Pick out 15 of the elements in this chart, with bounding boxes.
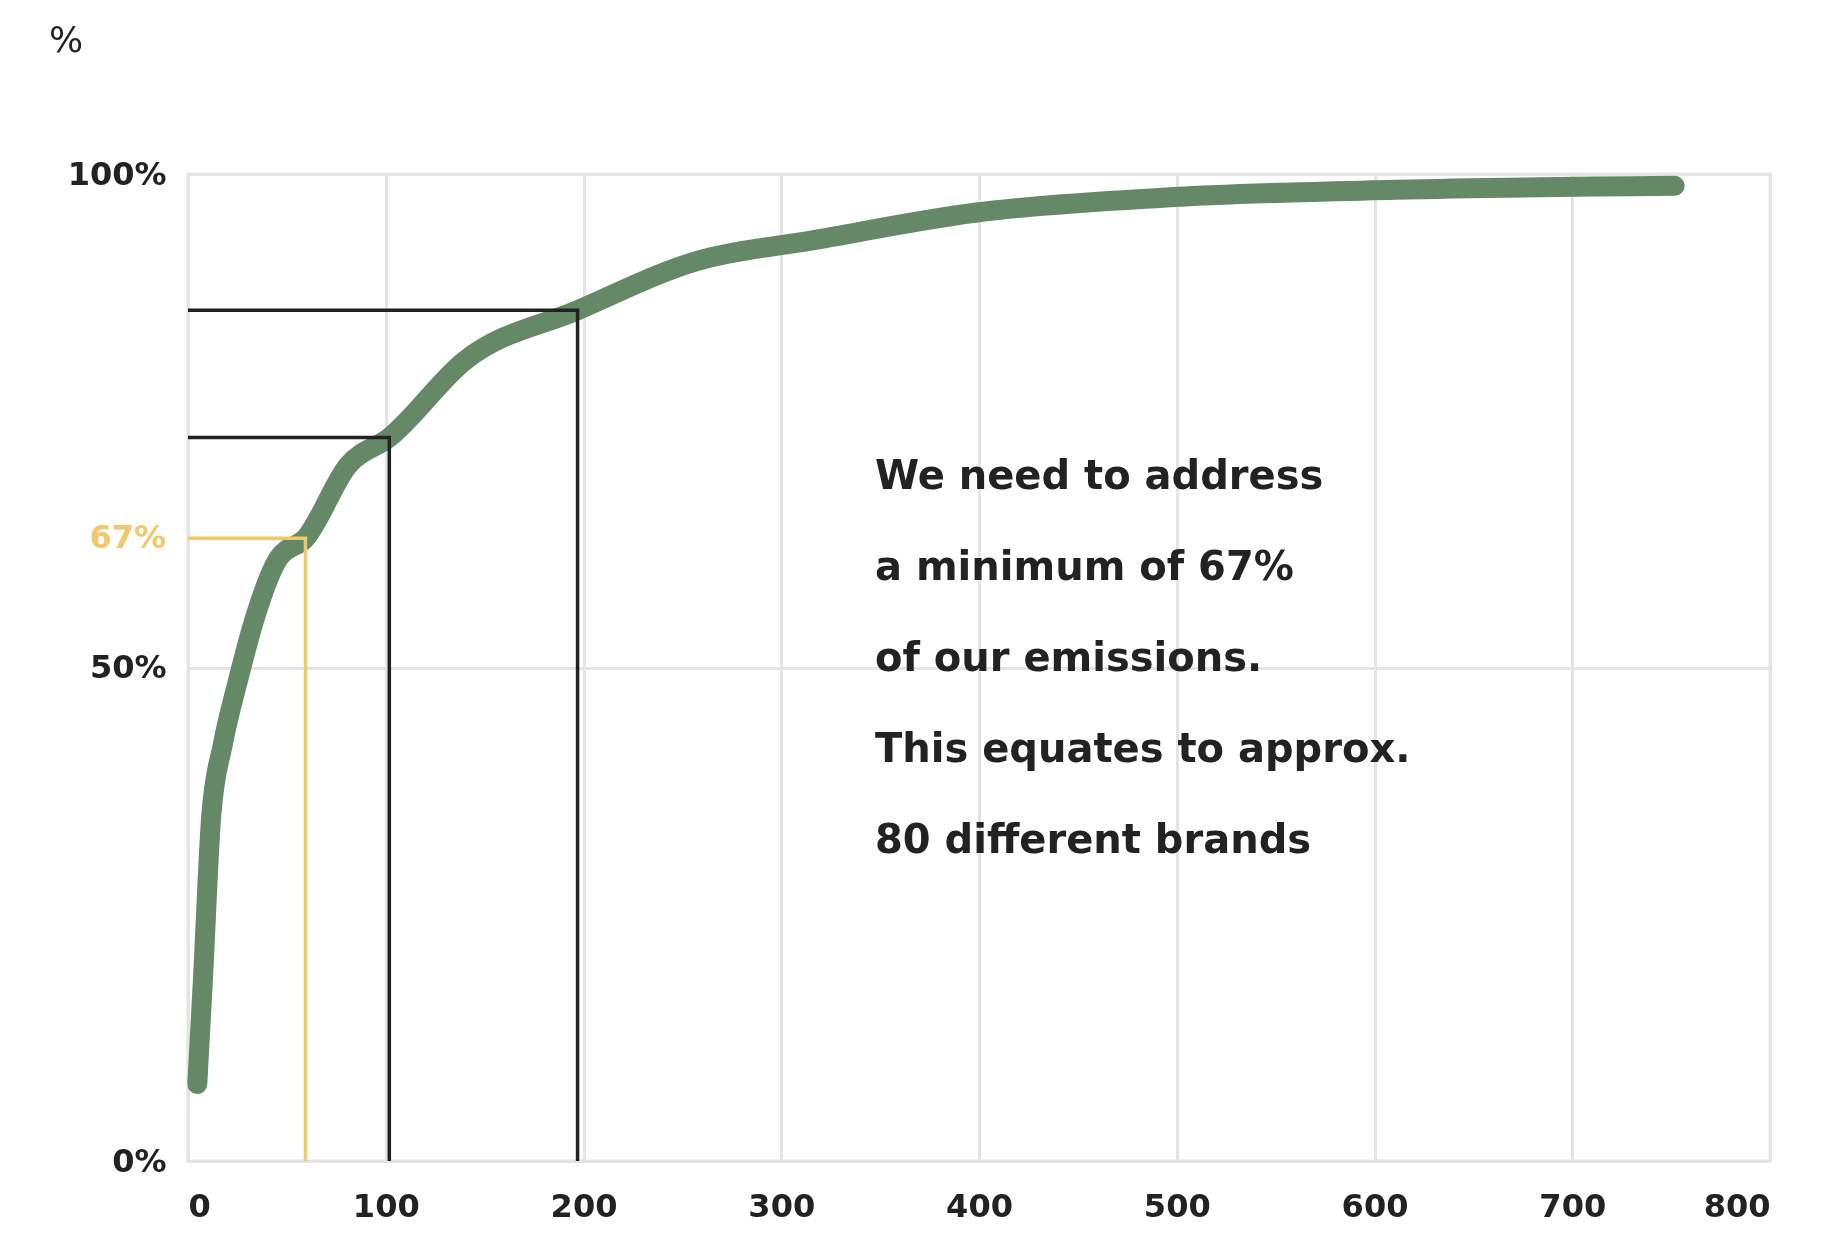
annotation: 67% xyxy=(89,518,166,557)
x-tick-label: 0 xyxy=(188,1186,211,1225)
annotation: We need to address a minimum of 67% of our emissions. This equates to approx. 80 different brands xyxy=(875,452,1411,862)
x-tick-label: 200 xyxy=(550,1186,618,1225)
x-tick-label: 700 xyxy=(1539,1186,1607,1225)
y-tick-label: 0% xyxy=(112,1141,167,1180)
y-axis-title: % xyxy=(49,19,84,60)
x-tick-label: 300 xyxy=(748,1186,816,1225)
y-tick-label: 50% xyxy=(89,648,167,686)
x-tick-label: 100 xyxy=(352,1186,420,1225)
x-tick-label: 500 xyxy=(1143,1186,1211,1225)
x-tick-label: 400 xyxy=(946,1186,1013,1225)
x-tick-label: 800 xyxy=(1703,1186,1771,1225)
x-tick-label: 600 xyxy=(1341,1186,1409,1225)
y-tick-label: 100% xyxy=(67,154,167,193)
